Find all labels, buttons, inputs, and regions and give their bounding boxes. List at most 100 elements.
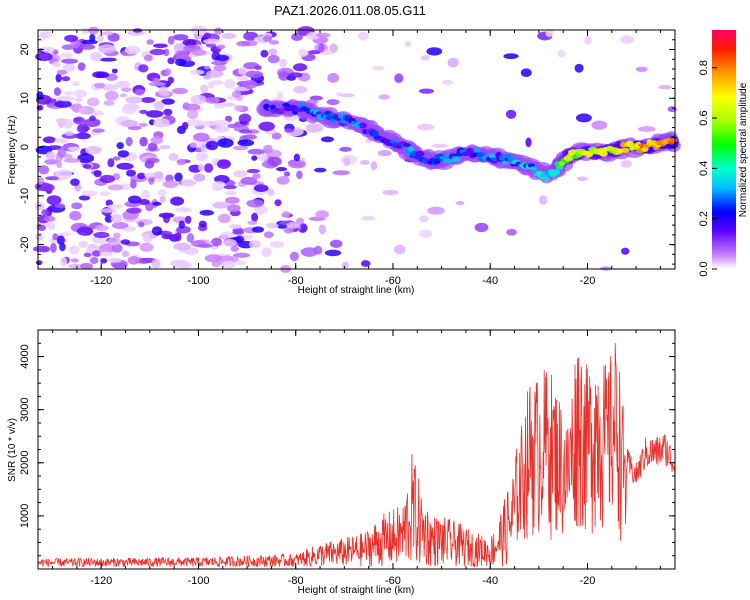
spectrogram-cell [104, 215, 113, 223]
spectrogram-cell [239, 129, 253, 134]
spectrogram-cell [78, 44, 96, 50]
spectrogram-cell [431, 143, 449, 148]
spectrogram-ridge-cell [621, 147, 630, 153]
spectrogram-cell [268, 40, 280, 45]
spectrogram-cell [112, 156, 121, 161]
spectrogram-cell [326, 99, 340, 106]
spectrogram-cell [41, 46, 48, 52]
spectrogram-cell [80, 126, 91, 131]
spectrogram-cell [173, 43, 181, 53]
spectrogram-cell [288, 160, 306, 169]
spectrogram-cell [139, 242, 154, 252]
spectrogram-cell [210, 80, 224, 85]
spectrogram-cell [246, 199, 264, 208]
spectrogram-cell [358, 31, 369, 41]
spectrogram-cell [185, 215, 192, 224]
spectrogram-cell [204, 163, 214, 173]
spectrogram-cell [257, 152, 268, 162]
spectrogram-ridge-cell [402, 143, 411, 148]
spectrogram-cell [234, 104, 244, 112]
spectrogram-cell [146, 39, 154, 45]
spectrogram-cell [247, 148, 265, 155]
spectrogram-cell [341, 261, 349, 269]
spectrogram-cell [145, 110, 164, 118]
spectrogram-cell [296, 170, 303, 180]
spectrogram-cell [100, 258, 108, 264]
spectrogram-ridge-cell [543, 176, 551, 181]
spectrogram-cell [111, 68, 118, 74]
snr-panel: -120 -100 -80 -60 -40 -20 1000 2000 3000 4000 Hei… [7, 329, 676, 596]
spectrogram-cell [576, 176, 588, 182]
spectrogram-ridge-cell [599, 150, 608, 157]
spectrogram-cell [186, 233, 195, 243]
spectrogram-cell [41, 31, 53, 39]
spectrogram-ridge-cell [466, 147, 474, 154]
spectrogram-cell [167, 76, 174, 84]
spectrogram-cell [426, 47, 443, 56]
spectrogram-cell [153, 118, 170, 128]
spectrogram-cell [288, 72, 303, 78]
spectrogram-cell [147, 142, 158, 151]
spectrogram-cell [81, 190, 98, 197]
spectrogram-cell [315, 32, 331, 38]
spectrogram-cell [252, 173, 261, 179]
spectrogram-ridge-cell [453, 156, 460, 162]
spectrogram-cell [58, 232, 72, 237]
spectrogram-cell [343, 157, 351, 167]
spectrogram-cell [170, 259, 189, 267]
spectrogram-cell [56, 160, 63, 169]
spectrogram-cell [38, 165, 50, 175]
spectrogram-cell [43, 215, 56, 222]
spectrogram-cells [33, 25, 681, 273]
spectrogram-ridge-cell [473, 147, 480, 153]
spectrogram-cell [332, 170, 351, 176]
spectrogram-cell [149, 48, 166, 56]
spectrogram-cell [212, 201, 229, 209]
spectrogram-cell [70, 258, 79, 263]
spectrogram-cell [57, 147, 67, 158]
spectrogram-cell [81, 27, 89, 34]
spectrogram-cell [144, 160, 155, 169]
spectrogram-cell [60, 257, 68, 267]
spectrogram-cell [45, 151, 56, 160]
spectrogram-cell [153, 171, 164, 179]
spectrogram-cell [81, 39, 98, 45]
spectrogram-cell [170, 196, 185, 206]
spectrogram-cell [246, 168, 260, 174]
spectrogram-cell [203, 32, 211, 39]
spectrogram-y-tick-label: 0 [19, 144, 31, 150]
spectrogram-cell [138, 122, 148, 127]
spectrogram-cell [213, 64, 227, 72]
snr-xlabel: Height of straight line (km) [298, 585, 415, 596]
spectrogram-cell [78, 107, 87, 114]
spectrogram-cell [50, 242, 57, 253]
spectrogram-cell [229, 224, 242, 230]
spectrogram-cell [162, 180, 179, 189]
spectrogram-cell [68, 263, 83, 269]
spectrogram-cell [122, 103, 140, 111]
spectrogram-cell [193, 173, 206, 182]
spectrogram-ylabel: Frequency (Hz) [7, 116, 18, 185]
spectrogram-cell [266, 222, 279, 229]
spectrogram-cell [276, 176, 290, 185]
spectrogram-cell [298, 48, 309, 57]
spectrogram-cell [167, 57, 175, 65]
spectrogram-cell [291, 32, 303, 42]
spectrogram-cell [262, 35, 272, 42]
spectrogram-cell [56, 69, 68, 75]
spectrogram-cell [101, 31, 114, 36]
spectrogram-x-tick-label: -120 [90, 275, 112, 287]
spectrogram-cell [419, 229, 433, 238]
spectrogram-cell [162, 213, 171, 224]
snr-y-tick-label: 3000 [19, 397, 31, 421]
spectrogram-cell [168, 152, 179, 161]
spectrogram-cell [164, 68, 172, 76]
spectrogram-cell [520, 68, 532, 77]
spectrogram-cell [254, 65, 262, 70]
spectrogram-cell [394, 73, 404, 83]
spectrogram-cell [620, 35, 635, 45]
spectrogram-cell [474, 222, 489, 233]
spectrogram-cell [313, 245, 323, 255]
spectrogram-cell [232, 230, 245, 235]
